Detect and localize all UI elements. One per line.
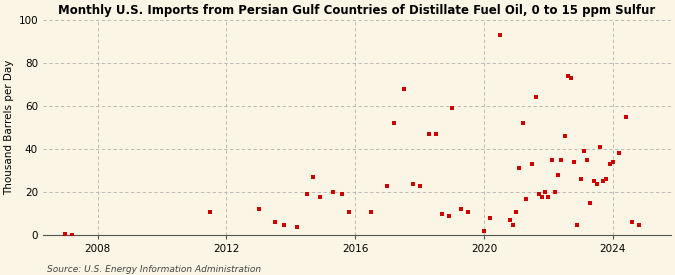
Point [601,177,612,182]
Point [279,222,290,227]
Point [443,214,454,218]
Text: Source: U.S. Energy Information Administration: Source: U.S. Energy Information Administ… [47,265,261,274]
Point [253,207,264,212]
Point [431,132,441,136]
Point [366,209,377,214]
Point [556,158,567,162]
Point [633,222,644,227]
Point [575,177,586,182]
Point [578,149,589,153]
Point [588,179,599,184]
Point [302,192,313,197]
Point [627,220,638,225]
Point [595,145,605,149]
Point [585,201,596,205]
Point [66,232,77,237]
Point [446,106,457,110]
Y-axis label: Thousand Barrels per Day: Thousand Barrels per Day [4,60,14,195]
Point [456,207,467,212]
Point [540,190,551,194]
Point [462,209,473,214]
Point [572,222,583,227]
Point [205,209,216,214]
Point [598,179,609,184]
Point [559,134,570,138]
Point [504,218,515,222]
Point [315,194,325,199]
Point [546,158,557,162]
Point [608,160,618,164]
Point [414,183,425,188]
Point [566,76,576,80]
Point [549,190,560,194]
Title: Monthly U.S. Imports from Persian Gulf Countries of Distillate Fuel Oil, 0 to 15: Monthly U.S. Imports from Persian Gulf C… [58,4,655,17]
Point [614,151,624,156]
Point [543,194,554,199]
Point [520,196,531,201]
Point [514,166,525,171]
Point [527,162,538,166]
Point [308,175,319,179]
Point [479,229,489,233]
Point [269,220,280,225]
Point [485,216,496,220]
Point [511,209,522,214]
Point [389,121,400,125]
Point [517,121,528,125]
Point [60,232,71,236]
Point [495,33,506,37]
Point [327,190,338,194]
Point [537,194,547,199]
Point [408,182,418,186]
Point [337,192,348,197]
Point [530,95,541,100]
Point [553,173,564,177]
Point [508,222,518,227]
Point [292,224,302,229]
Point [562,74,573,78]
Point [582,158,593,162]
Point [344,209,354,214]
Point [398,87,409,91]
Point [533,192,544,197]
Point [424,132,435,136]
Point [591,182,602,186]
Point [620,114,631,119]
Point [569,160,580,164]
Point [604,162,615,166]
Point [382,183,393,188]
Point [437,211,448,216]
